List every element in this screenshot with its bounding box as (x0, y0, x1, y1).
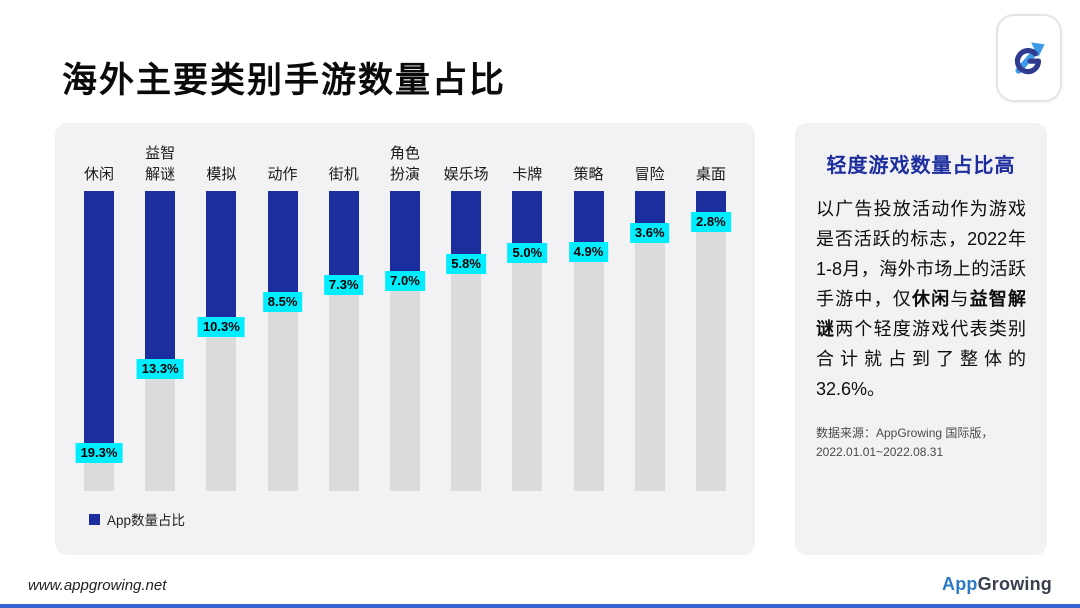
legend-label: App数量占比 (107, 513, 186, 528)
value-label: 4.9% (568, 242, 609, 262)
category-label: 休闲 (83, 166, 114, 183)
value-label: 5.8% (446, 254, 486, 274)
value-label: 13.3% (136, 359, 184, 379)
value-label: 10.3% (197, 317, 245, 337)
category-label: 动作 (267, 166, 298, 183)
bar-column: 益智 解谜 13.3% (136, 139, 184, 491)
paragraph-text: 与 (950, 289, 970, 309)
category-label: 益智 解谜 (145, 145, 176, 183)
bar-track: 10.3% (197, 191, 245, 491)
bar-column: 街机 7.3% (320, 139, 368, 491)
category-label: 策略 (573, 166, 604, 183)
bar-track: 5.8% (446, 191, 486, 491)
bar-column: 卡牌 5.0% (503, 139, 551, 491)
brand-logo: AppGrowing (942, 574, 1052, 595)
bar-column: 动作 8.5% (259, 139, 307, 491)
chart-panel: 休闲 19.3% 益智 解谜 13.3% 模拟 10.3% 动作 8.5% 街机 7.3% 角色 扮… (55, 123, 755, 555)
value-label: 3.6% (629, 223, 670, 243)
insight-title: 轻度游戏数量占比高 (826, 155, 1016, 177)
data-source-line2: 2022.01.01~2022.08.31 (816, 445, 944, 459)
value-label: 7.3% (323, 275, 364, 295)
bar-column: 冒险 3.6% (626, 139, 674, 491)
highlight-term: 休闲 (912, 289, 951, 309)
bar-track: 5.0% (507, 191, 548, 491)
website-url: www.appgrowing.net (28, 577, 167, 594)
bar-fill (84, 191, 114, 461)
bottom-accent-line (0, 604, 1080, 608)
category-label: 桌面 (695, 166, 726, 183)
bar-column: 桌面 2.8% (687, 139, 735, 491)
category-label: 娱乐场 (443, 166, 489, 183)
value-label: 5.0% (507, 243, 548, 263)
bar-fill (206, 191, 237, 335)
value-label: 8.5% (262, 292, 303, 312)
bar-track: 4.9% (568, 191, 609, 491)
appgrowing-logo-icon (1014, 42, 1045, 75)
bar-track: 3.6% (629, 191, 670, 491)
insight-panel: 轻度游戏数量占比高 以广告投放活动作为游戏是否活跃的标志，2022年1-8月，海… (795, 123, 1047, 555)
value-label: 7.0% (385, 271, 425, 291)
page-title: 海外主要类别手游数量占比 (62, 61, 507, 100)
brand-growing-text: Growing (977, 574, 1052, 594)
bar-column: 休闲 19.3% (75, 139, 123, 491)
category-label: 冒险 (634, 166, 665, 183)
category-label: 角色 扮演 (389, 145, 420, 183)
legend-swatch (89, 513, 100, 525)
chart-legend: App数量占比 (89, 509, 735, 529)
paragraph-text: 两个轻度游戏代表类别合计就占到了整体的32.6%。 (816, 319, 1027, 399)
bar-column: 模拟 10.3% (197, 139, 245, 491)
bar-track: 2.8% (691, 191, 731, 491)
bar-chart: 休闲 19.3% 益智 解谜 13.3% 模拟 10.3% 动作 8.5% 街机 7.3% 角色 扮… (75, 139, 735, 491)
bar-track: 8.5% (262, 191, 303, 491)
bar-fill (145, 191, 176, 377)
bar-track: 7.3% (323, 191, 364, 491)
value-label: 19.3% (75, 443, 123, 463)
bar-column: 角色 扮演 7.0% (381, 139, 429, 491)
bar-track: 13.3% (136, 191, 184, 491)
category-label: 模拟 (206, 166, 237, 183)
insight-paragraph: 以广告投放活动作为游戏是否活跃的标志，2022年1-8月，海外市场上的活跃手游中… (816, 194, 1026, 404)
category-label: 街机 (328, 166, 359, 183)
paragraph-text: 以广告投放活动作为游戏是否活跃的标志，2022年1-8月，海外市场上的活跃手游中… (816, 199, 1026, 309)
category-label: 卡牌 (512, 166, 543, 183)
appgrowing-logo-badge (996, 14, 1062, 102)
value-label: 2.8% (691, 212, 731, 232)
data-source-line1: 数据来源：AppGrowing 国际版， (816, 426, 994, 440)
brand-app-text: App (942, 574, 978, 594)
data-source: 数据来源：AppGrowing 国际版， 2022.01.01~2022.08.… (816, 424, 1026, 462)
highlight-term: 益智解谜 (816, 289, 1027, 339)
bar-fill (267, 191, 298, 310)
bar-track: 19.3% (75, 191, 123, 491)
bar-column: 娱乐场 5.8% (442, 139, 490, 491)
bar-column: 策略 4.9% (565, 139, 613, 491)
bar-track: 7.0% (385, 191, 425, 491)
